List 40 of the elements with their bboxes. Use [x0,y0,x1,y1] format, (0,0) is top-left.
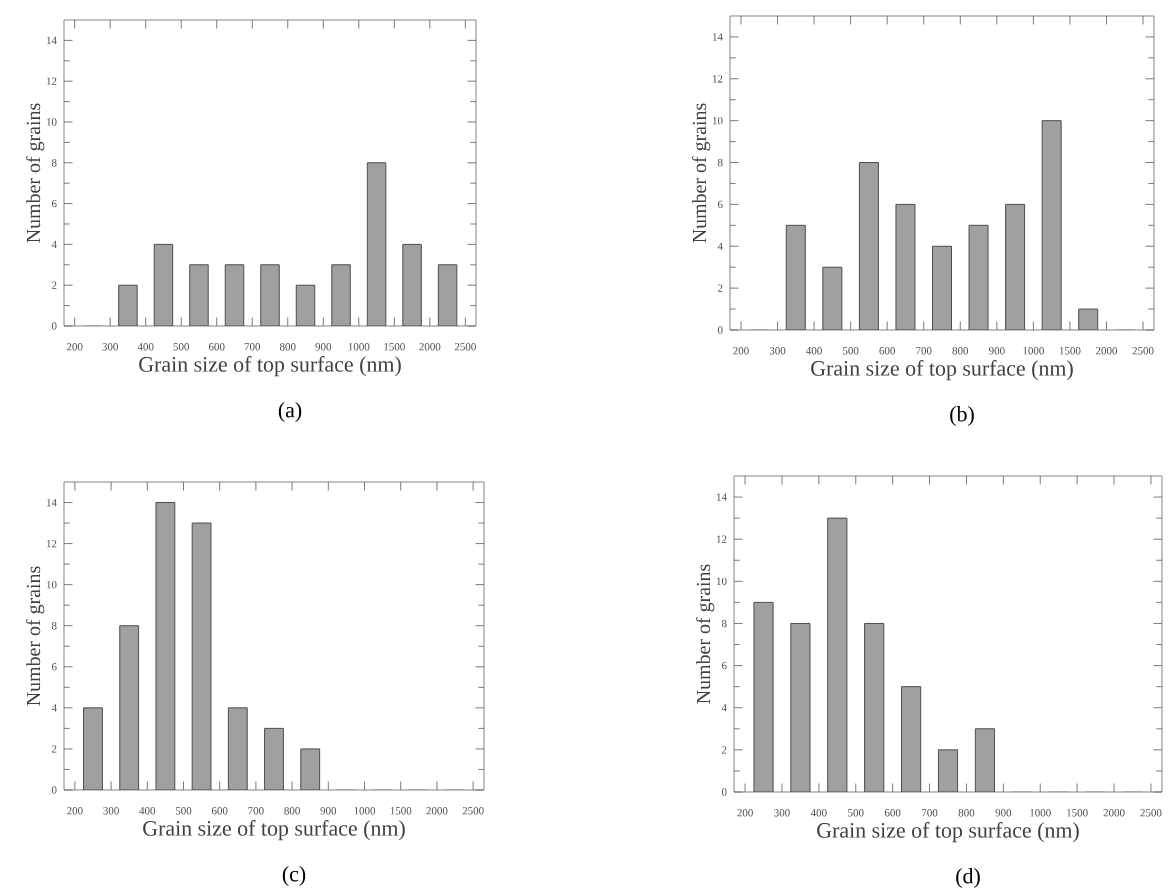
bar [331,264,351,326]
y-axis-title: Number of grains [692,103,711,243]
bar [260,264,280,326]
bar [264,727,284,790]
x-axis-title: Grain size of top surface (nm) [139,355,401,376]
bar [402,243,422,326]
text: (b) [950,405,974,426]
bar [785,224,806,330]
y-axis-title: Number of grains [26,103,45,243]
bar [224,264,245,326]
bar [974,728,995,792]
bar [822,266,843,330]
bar [227,707,248,790]
bar [153,243,174,326]
bar [864,622,885,792]
bar [118,284,138,326]
text: (c) [282,865,306,886]
bar [827,517,848,792]
bar [437,264,458,326]
x-axis-title: Grain size of top surface (nm) [811,359,1073,380]
text: (a) [278,401,302,422]
bar [119,624,140,790]
bar [858,161,879,330]
bar [790,622,811,792]
bar [191,522,212,790]
bar [155,501,176,790]
x-axis-title: Grain size of top surface (nm) [143,819,405,840]
y-axis-title: Number of grains [696,564,715,704]
bar [83,707,103,790]
bar [366,162,387,326]
y-axis-title: Number of grains [26,566,45,706]
text: (d) [956,867,980,888]
bar [901,685,922,792]
bar [1005,203,1026,330]
bar [1041,119,1062,330]
bar [932,245,953,330]
x-axis-title: Grain size of top surface (nm) [817,821,1079,842]
bar [295,284,316,326]
bar [300,748,321,790]
bar [189,264,209,326]
